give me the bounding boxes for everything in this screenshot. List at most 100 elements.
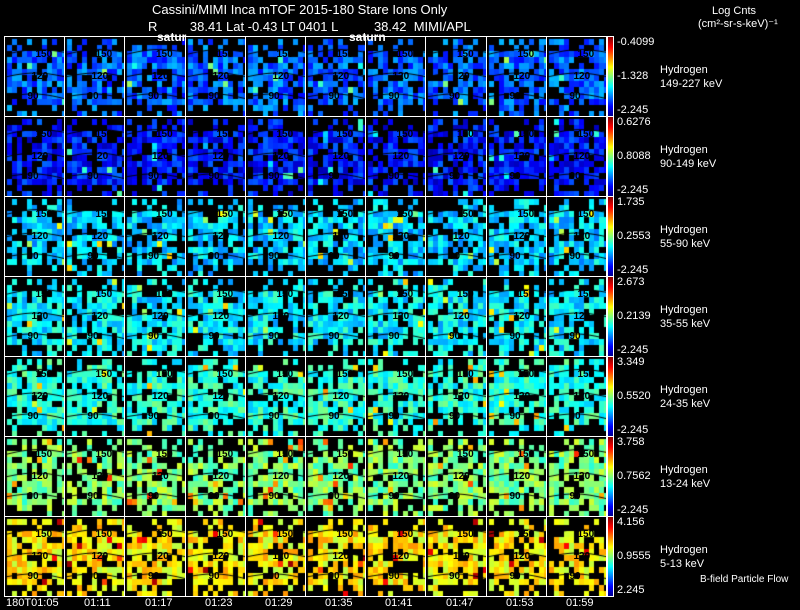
- contour-label: 120: [453, 151, 470, 162]
- contour-label: 150: [216, 448, 234, 460]
- heatmap-panel: 150 120 90: [185, 276, 246, 357]
- heatmap-cells: [5, 437, 64, 516]
- contour-label: 120: [513, 391, 531, 402]
- contour-label: 90: [87, 171, 99, 182]
- heatmap-cells: [125, 437, 185, 516]
- contour-label: 120: [272, 151, 290, 162]
- colorbar: [607, 36, 614, 117]
- heatmap-cells: [426, 357, 486, 436]
- heatmap-panel: 150 120 90: [185, 436, 246, 517]
- heatmap-cells: [5, 117, 64, 196]
- colorbar-max-value: 1.735: [617, 196, 645, 208]
- contour-label: 120: [212, 471, 230, 482]
- contour-label: 150: [35, 368, 53, 380]
- heatmap-panel: 150 120 90: [4, 196, 65, 277]
- contour-label: 150: [457, 448, 474, 460]
- contour-label: 90: [569, 331, 581, 342]
- contour-label: 120: [272, 391, 290, 402]
- heatmap-cells: [426, 517, 486, 596]
- heatmap-cells: [426, 37, 486, 116]
- contour-label: 150: [457, 528, 474, 540]
- contour-label: 120: [212, 311, 230, 322]
- heatmap-cells: [487, 117, 546, 196]
- contour-label: 120: [91, 151, 109, 162]
- contour-label: 90: [328, 251, 340, 262]
- contour-label: 90: [87, 411, 99, 422]
- energy-range-label: 55-90 keV: [660, 238, 711, 250]
- contour-label: 120: [573, 311, 591, 322]
- heatmap-cells: [125, 357, 185, 436]
- heatmap-panel: 150 120 90: [305, 116, 366, 197]
- contour-label: 90: [569, 171, 581, 182]
- heatmap-cells: [65, 437, 124, 516]
- heatmap-panel: 150 120 90: [64, 196, 125, 277]
- heatmap-panel: 150 120 90: [425, 436, 487, 517]
- contour-label: 120: [573, 551, 591, 562]
- contour-label: 150: [156, 368, 173, 380]
- heatmap-cells: [426, 437, 486, 516]
- colorbar: [607, 276, 614, 357]
- heatmap-panel: 150 120 90: [365, 516, 426, 597]
- contour-label: 90: [208, 571, 220, 582]
- species-label: Hydrogen: [660, 224, 708, 236]
- contour-label: 150: [276, 128, 294, 140]
- heatmap-cells: [487, 437, 546, 516]
- contour-label: 90: [509, 331, 521, 342]
- contour-label: 150: [95, 208, 113, 220]
- contour-label: 90: [509, 171, 521, 182]
- contour-label: 90: [208, 411, 220, 422]
- heatmap-panel: 150 120 90: [486, 276, 547, 357]
- heatmap-cells: [186, 437, 245, 516]
- heatmap-panel: 150 120 90: [486, 36, 547, 117]
- time-tick-label: 01:47: [446, 597, 474, 609]
- heatmap-cells: [366, 117, 425, 196]
- contour-label: 150: [276, 448, 294, 460]
- contour-label: 90: [27, 251, 39, 262]
- heatmap-panel: 150 120 90: [546, 116, 607, 197]
- contour-label: 120: [152, 231, 169, 242]
- contour-label: 150: [216, 128, 234, 140]
- heatmap-panel: 150 120 90: [546, 516, 607, 597]
- contour-label: 150: [95, 48, 113, 60]
- contour-label: 120: [392, 71, 410, 82]
- heatmap-panel: 150 120 90: [4, 276, 65, 357]
- heatmap-cells: [246, 277, 305, 356]
- heatmap-panel: 150 120 90: [245, 116, 306, 197]
- contour-label: 120: [332, 231, 350, 242]
- contour-label: 90: [388, 571, 400, 582]
- contour-label: 150: [276, 368, 294, 380]
- contour-label: 90: [87, 331, 99, 342]
- contour-label: 150: [577, 528, 595, 540]
- contour-label: 90: [509, 91, 521, 102]
- contour-label: 150: [95, 288, 113, 300]
- heatmap-panel: 150 120 90: [185, 196, 246, 277]
- heatmap-cells: [306, 437, 365, 516]
- contour-label: 120: [152, 311, 169, 322]
- heatmap-cells: [125, 117, 185, 196]
- energy-channel-label: Hydrogen 149-227 keV: [660, 63, 722, 91]
- heatmap-panel: 150 120 90: [305, 356, 366, 437]
- contour-label: 150: [517, 208, 535, 220]
- heatmap-cells: [426, 277, 486, 356]
- contour-label: 150: [457, 48, 474, 60]
- contour-label: 150: [336, 208, 354, 220]
- contour-label: 150: [95, 528, 113, 540]
- contour-label: 90: [268, 331, 280, 342]
- contour-label: 90: [148, 491, 160, 502]
- energy-channel-label: Hydrogen 13-24 keV: [660, 463, 710, 491]
- heatmap-cells: [5, 197, 64, 276]
- contour-label: 150: [95, 448, 113, 460]
- contour-label: 120: [453, 311, 470, 322]
- contour-label: 150: [216, 208, 234, 220]
- orbit-info: R 38.41 Lat -0.43 LT 0401 L 38.42 MIMI/A…: [148, 19, 471, 34]
- heatmap-panel: 150 120 90: [185, 36, 246, 117]
- contour-label: 120: [332, 151, 350, 162]
- contour-label: 90: [449, 571, 461, 582]
- heatmap-panel: 150 120 90: [245, 356, 306, 437]
- contour-label: 90: [569, 251, 581, 262]
- heatmap-cells: [186, 357, 245, 436]
- contour-label: 150: [35, 288, 53, 300]
- heatmap-panel: 150 120 90: [305, 276, 366, 357]
- heatmap-cells: [186, 197, 245, 276]
- contour-label: 120: [212, 151, 230, 162]
